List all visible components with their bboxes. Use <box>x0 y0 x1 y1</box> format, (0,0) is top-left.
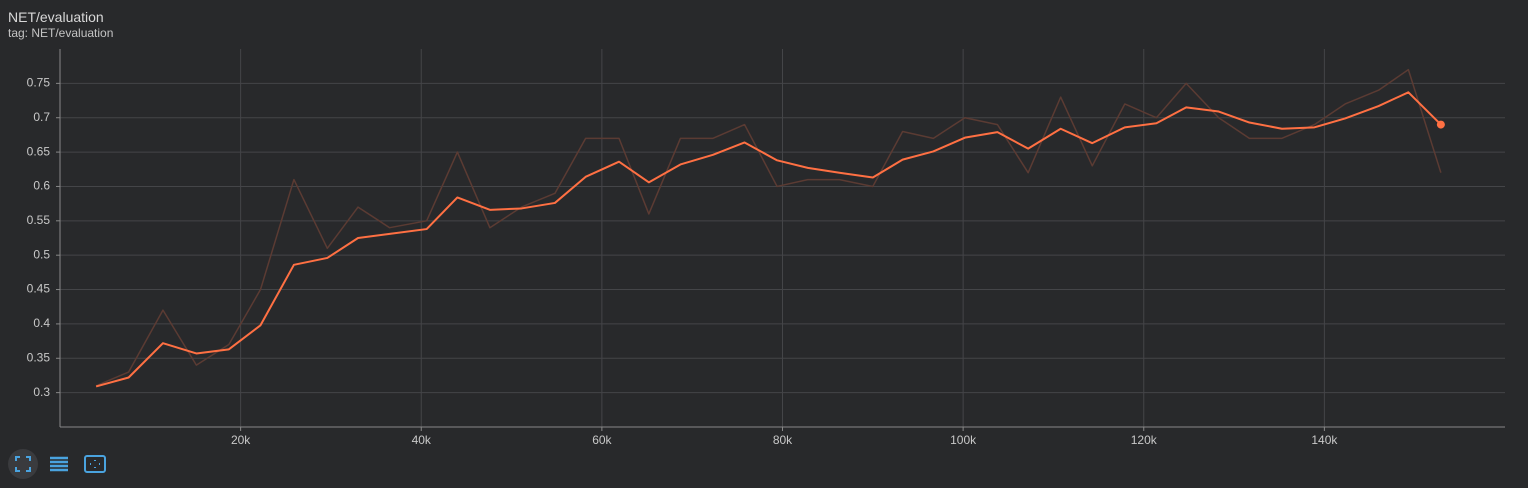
x-tick-label: 20k <box>231 433 251 445</box>
y-tick-label: 0.6 <box>33 179 50 193</box>
y-tick-label: 0.35 <box>27 350 51 364</box>
x-tick-label: 140k <box>1311 433 1338 445</box>
log-scale-button[interactable] <box>44 449 74 479</box>
series-line <box>95 91 1442 388</box>
x-tick-label: 120k <box>1131 433 1158 445</box>
chart-title: NET/evaluation <box>8 9 104 25</box>
fit-icon <box>84 455 106 473</box>
x-tick-label: 60k <box>592 433 612 445</box>
y-tick-label: 0.5 <box>33 247 50 261</box>
fullscreen-button[interactable] <box>8 449 38 479</box>
x-tick-label: 80k <box>773 433 793 445</box>
x-tick-label: 40k <box>412 433 432 445</box>
y-tick-label: 0.3 <box>33 385 50 399</box>
y-tick-label: 0.7 <box>33 110 50 124</box>
series-line <box>95 68 1442 387</box>
y-tick-label: 0.55 <box>27 213 51 227</box>
fullscreen-icon <box>15 456 31 472</box>
last-point <box>1436 120 1445 129</box>
fit-domain-button[interactable] <box>80 449 110 479</box>
y-tick-label: 0.75 <box>27 76 51 90</box>
list-icon <box>50 456 68 472</box>
chart-subtitle: tag: NET/evaluation <box>8 26 114 40</box>
y-tick-label: 0.45 <box>27 282 51 296</box>
y-tick-label: 0.65 <box>27 144 51 158</box>
chart: 0.3 0.35 0.4 0.45 0.5 0.55 0.6 0.65 0.7 0.75 20k 40… <box>27 49 1505 445</box>
y-tick-label: 0.4 <box>33 316 50 330</box>
toolbar <box>8 449 110 479</box>
x-tick-label: 100k <box>950 433 977 445</box>
